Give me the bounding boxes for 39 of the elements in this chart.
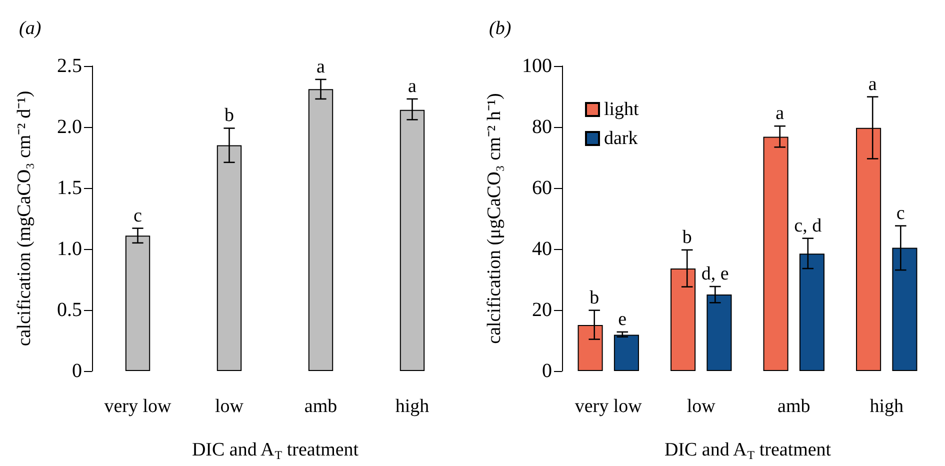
data-label: c, d (794, 215, 822, 236)
y-tick-label: 2.5 (57, 55, 82, 77)
legend-label: dark (604, 128, 638, 149)
x-tick-label: high (395, 396, 430, 417)
y-tick-label: 0 (542, 360, 552, 382)
data-label: a (868, 74, 878, 95)
bar (614, 334, 639, 371)
legend-label: light (604, 99, 640, 120)
x-tick-label: very low (574, 396, 642, 417)
y-tick-label: 100 (522, 55, 552, 77)
x-tick-label: low (686, 396, 716, 417)
y-tick-label: 60 (532, 177, 552, 199)
chart-title: (b) (489, 18, 512, 39)
y-tick-label: 2.0 (57, 116, 82, 138)
x-tick-label: low (215, 396, 244, 417)
x-tick-label: high (870, 396, 904, 417)
y-tick-label: 0.5 (57, 299, 82, 321)
data-label: c (896, 202, 905, 224)
y-tick-label: 20 (532, 299, 552, 321)
data-label: a (776, 103, 785, 124)
y-tick-label: 1.5 (57, 177, 82, 199)
x-tick-label: amb (778, 396, 810, 417)
y-tick-label: 0 (72, 360, 82, 382)
data-label: b (590, 287, 600, 308)
x-tick-label: very low (104, 396, 172, 417)
data-label: e (618, 308, 627, 330)
data-label: c (134, 205, 142, 226)
y-axis-title: calcification (mgCaCO₃ cm⁻² d⁻¹) (14, 90, 35, 346)
y-tick-label: 1.0 (57, 238, 82, 260)
y-tick-label: 40 (532, 238, 552, 260)
data-label: b (224, 105, 234, 126)
y-axis-title: calcification (μgCaCO₃ cm⁻² h⁻¹) (484, 93, 505, 344)
data-label: a (408, 76, 418, 97)
data-label: b (682, 226, 692, 248)
chart-title: (a) (19, 18, 42, 39)
data-label: d, e (701, 264, 729, 285)
x-tick-label: amb (304, 396, 338, 417)
data-label: a (316, 56, 326, 78)
y-tick-label: 80 (532, 116, 552, 138)
